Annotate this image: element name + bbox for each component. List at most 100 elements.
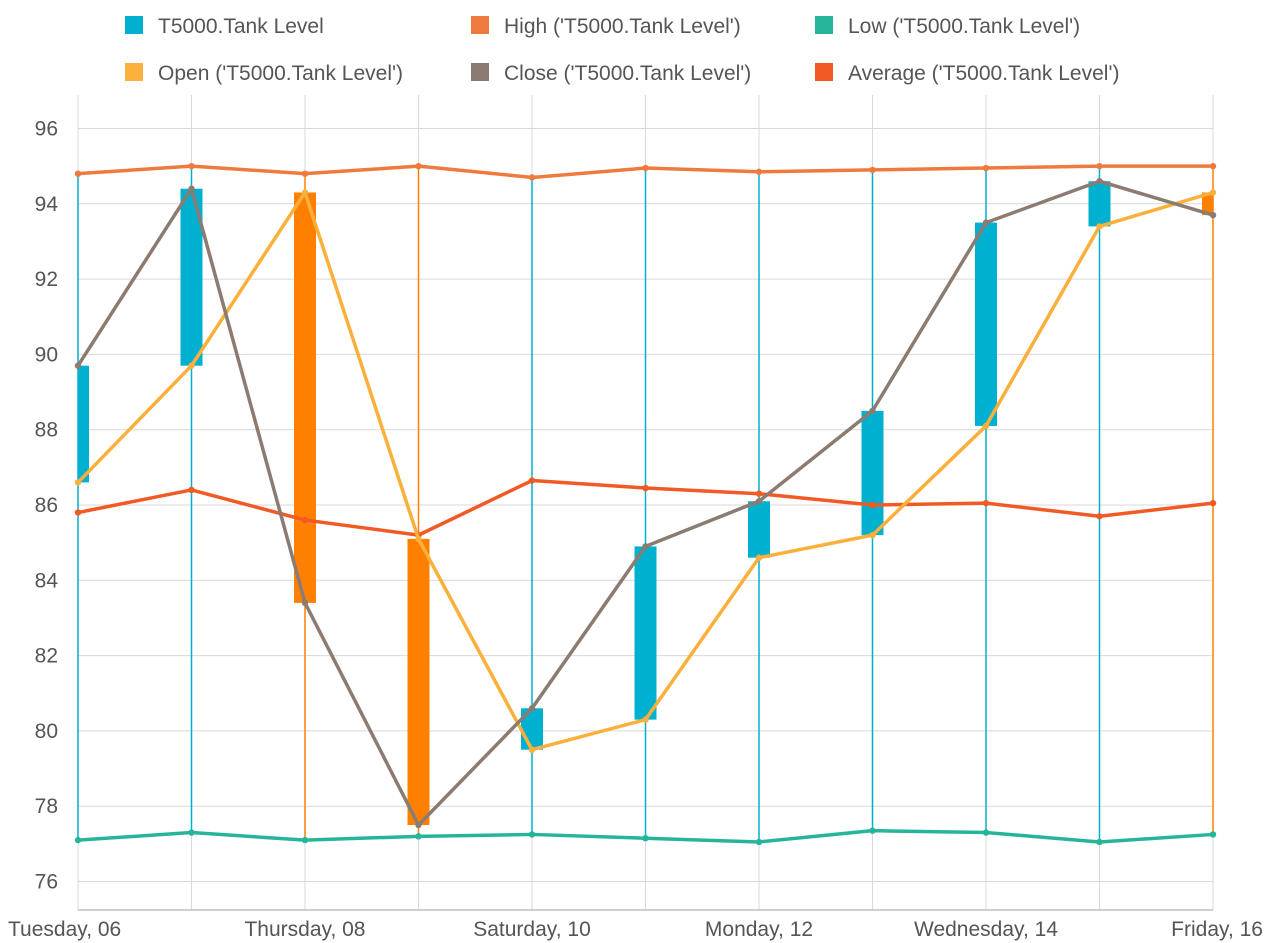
candle-body-08 xyxy=(294,193,316,603)
average-point-08 xyxy=(302,517,308,523)
high-point-15 xyxy=(1096,163,1102,169)
open-point-09 xyxy=(415,536,421,542)
x-tick-label-4: Saturday, 10 xyxy=(473,918,591,941)
legend-swatch-5 xyxy=(815,63,833,81)
y-tick-label-90: 90 xyxy=(35,343,58,366)
open-point-08 xyxy=(302,189,308,195)
low-point-10 xyxy=(529,831,535,837)
average-point-15 xyxy=(1096,513,1102,519)
high-point-08 xyxy=(302,170,308,176)
x-axis-ticks: Tuesday, 06 Thursday, 08 Saturday, 10 Monda… xyxy=(8,918,1263,941)
close-point-07 xyxy=(188,186,194,192)
close-point-10 xyxy=(529,705,535,711)
legend-label-2: Low ('T5000.Tank Level') xyxy=(848,15,1080,38)
low-point-11 xyxy=(642,835,648,841)
low-point-13 xyxy=(869,827,875,833)
y-tick-label-86: 86 xyxy=(35,494,58,517)
candle-body-11 xyxy=(635,546,657,719)
legend: T5000.Tank Level High ('T5000.Tank Level'… xyxy=(125,15,1119,85)
legend-label-1: High ('T5000.Tank Level') xyxy=(504,15,741,38)
close-point-11 xyxy=(642,543,648,549)
average-point-16 xyxy=(1210,500,1216,506)
average-point-11 xyxy=(642,485,648,491)
high-point-14 xyxy=(983,165,989,171)
legend-item-5[interactable]: Average ('T5000.Tank Level') xyxy=(815,62,1119,85)
x-tick-label-8: Wednesday, 14 xyxy=(914,918,1058,941)
low-point-09 xyxy=(415,833,421,839)
legend-label-5: Average ('T5000.Tank Level') xyxy=(848,62,1119,85)
y-axis-ticks: 76 78 80 82 84 86 88 90 92 94 96 xyxy=(35,118,59,894)
low-point-12 xyxy=(756,839,762,845)
x-tick-label-6: Monday, 12 xyxy=(705,918,813,941)
candle-body-09 xyxy=(408,539,430,825)
close-point-13 xyxy=(869,408,875,414)
y-tick-label-80: 80 xyxy=(35,720,58,743)
y-tick-label-96: 96 xyxy=(35,118,58,141)
close-point-14 xyxy=(983,219,989,225)
legend-swatch-3 xyxy=(125,63,143,81)
legend-item-1[interactable]: High ('T5000.Tank Level') xyxy=(471,15,741,38)
high-point-06 xyxy=(75,170,81,176)
legend-item-4[interactable]: Close ('T5000.Tank Level') xyxy=(471,62,751,85)
high-point-09 xyxy=(415,163,421,169)
legend-swatch-1 xyxy=(471,16,489,34)
high-point-12 xyxy=(756,169,762,175)
low-point-06 xyxy=(75,837,81,843)
y-tick-label-82: 82 xyxy=(35,645,58,668)
low-point-07 xyxy=(188,829,194,835)
high-point-16 xyxy=(1210,163,1216,169)
average-point-10 xyxy=(529,477,535,483)
legend-label-3: Open ('T5000.Tank Level') xyxy=(158,62,403,85)
open-point-10 xyxy=(529,747,535,753)
low-point-15 xyxy=(1096,839,1102,845)
candle-body-06 xyxy=(78,366,89,483)
low-point-16 xyxy=(1210,831,1216,837)
y-tick-label-84: 84 xyxy=(35,569,59,592)
high-point-13 xyxy=(869,167,875,173)
close-point-16 xyxy=(1210,212,1216,218)
y-tick-label-78: 78 xyxy=(35,795,58,818)
close-point-09 xyxy=(415,822,421,828)
legend-label-4: Close ('T5000.Tank Level') xyxy=(504,62,751,85)
open-point-16 xyxy=(1210,189,1216,195)
high-point-10 xyxy=(529,174,535,180)
close-point-12 xyxy=(756,498,762,504)
legend-item-3[interactable]: Open ('T5000.Tank Level') xyxy=(125,62,403,85)
average-point-06 xyxy=(75,509,81,515)
legend-swatch-4 xyxy=(471,63,489,81)
legend-swatch-2 xyxy=(815,16,833,34)
open-point-07 xyxy=(188,362,194,368)
x-tick-label-2: Thursday, 08 xyxy=(244,918,365,941)
y-tick-label-92: 92 xyxy=(35,268,58,291)
legend-item-0[interactable]: T5000.Tank Level xyxy=(125,15,324,38)
y-tick-label-94: 94 xyxy=(35,193,59,216)
candle-body-12 xyxy=(748,501,770,557)
x-tick-label-10: Friday, 16 xyxy=(1171,918,1263,941)
y-tick-label-88: 88 xyxy=(35,419,58,442)
open-point-06 xyxy=(75,479,81,485)
high-point-11 xyxy=(642,165,648,171)
y-tick-label-76: 76 xyxy=(35,871,58,894)
candle-body-13 xyxy=(862,411,884,535)
average-point-14 xyxy=(983,500,989,506)
x-tick-label-0: Tuesday, 06 xyxy=(8,918,121,941)
open-point-14 xyxy=(983,423,989,429)
close-point-08 xyxy=(302,600,308,606)
low-point-14 xyxy=(983,829,989,835)
close-point-06 xyxy=(75,362,81,368)
low-point-08 xyxy=(302,837,308,843)
close-point-15 xyxy=(1096,178,1102,184)
open-point-12 xyxy=(756,555,762,561)
legend-label-0: T5000.Tank Level xyxy=(158,15,324,38)
open-point-11 xyxy=(642,716,648,722)
candle-body-14 xyxy=(975,223,997,426)
open-point-13 xyxy=(869,532,875,538)
average-point-12 xyxy=(756,491,762,497)
legend-swatch-0 xyxy=(125,16,143,34)
legend-item-2[interactable]: Low ('T5000.Tank Level') xyxy=(815,15,1080,38)
candle-body-15 xyxy=(1089,181,1111,226)
high-point-07 xyxy=(188,163,194,169)
average-point-07 xyxy=(188,487,194,493)
